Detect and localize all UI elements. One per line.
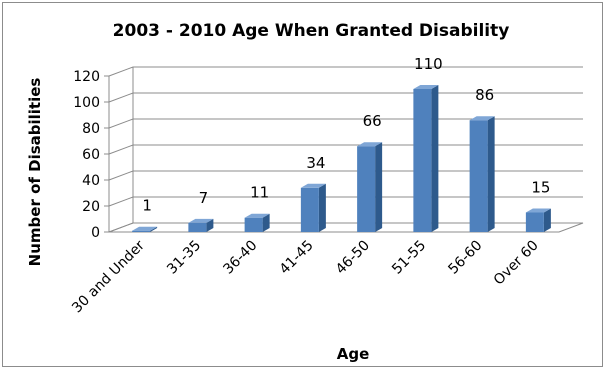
y-tick-label: 20 — [82, 199, 100, 215]
bar-front — [132, 230, 151, 232]
y-tick-label: 100 — [73, 95, 100, 111]
gridline — [108, 92, 583, 103]
bar — [469, 116, 495, 232]
bar-side — [375, 142, 383, 232]
bar-front — [357, 146, 376, 232]
bar-side — [262, 213, 270, 232]
bar — [188, 218, 214, 232]
bar-front — [300, 187, 319, 232]
bar-chart: 2003 - 2010 Age When Granted Disability … — [26, 21, 584, 363]
gridline — [108, 144, 583, 155]
bar-front — [244, 217, 263, 232]
bar-side — [318, 183, 326, 232]
y-tick-label: 120 — [73, 69, 100, 85]
data-label: 86 — [475, 86, 494, 104]
data-label: 15 — [531, 179, 550, 197]
bar — [357, 142, 383, 232]
bar-front — [525, 212, 544, 232]
bar — [244, 213, 270, 232]
bar-top — [357, 142, 383, 147]
y-tick-label: 40 — [82, 173, 100, 189]
data-label: 7 — [199, 189, 209, 207]
bar — [132, 226, 158, 232]
x-tick-label: 51-55 — [389, 238, 429, 278]
bar-top — [413, 85, 439, 89]
y-tick-label: 80 — [82, 121, 100, 137]
bar-side — [206, 218, 214, 232]
bar-top — [132, 226, 158, 231]
x-axis-title: Age — [337, 345, 370, 363]
bar-side — [431, 85, 439, 232]
data-label: 34 — [306, 154, 325, 172]
bar-top — [300, 183, 326, 188]
x-tick-label: 30 and Under — [69, 237, 148, 316]
bar — [300, 183, 326, 232]
y-tick-label: 0 — [91, 225, 100, 241]
bar-side — [487, 116, 495, 232]
bar-top — [244, 213, 270, 218]
data-label: 11 — [250, 184, 269, 202]
chart-floor — [108, 222, 584, 233]
gridline — [108, 118, 583, 129]
x-tick-label: 46-50 — [333, 238, 373, 278]
bar-side — [543, 208, 551, 232]
bar-front — [188, 222, 207, 232]
bar-top — [469, 116, 495, 121]
y-axis-title: Number of Disabilities — [26, 78, 44, 267]
bar-side — [150, 226, 158, 232]
bar — [413, 85, 439, 232]
chart-frame: 2003 - 2010 Age When Granted Disability … — [2, 2, 603, 367]
bar-top — [188, 218, 214, 223]
y-tick-label: 60 — [82, 147, 100, 163]
x-tick-label: 36-40 — [220, 238, 260, 278]
gridline — [108, 170, 583, 181]
bar — [525, 208, 551, 232]
gridline — [108, 66, 583, 77]
data-label: 1 — [142, 197, 152, 215]
bar-front — [469, 120, 488, 232]
data-label: 110 — [414, 55, 443, 73]
x-tick-label: 56-60 — [445, 238, 485, 278]
x-tick-label: 41-45 — [277, 238, 317, 278]
x-tick-label: Over 60 — [491, 238, 542, 289]
gridline — [108, 222, 583, 233]
x-tick-label: 31-35 — [164, 238, 204, 278]
data-label: 66 — [363, 112, 382, 130]
bar-top — [525, 208, 551, 213]
chart-title: 2003 - 2010 Age When Granted Disability — [113, 21, 510, 41]
bar-front — [413, 89, 432, 232]
gridline — [108, 196, 583, 207]
